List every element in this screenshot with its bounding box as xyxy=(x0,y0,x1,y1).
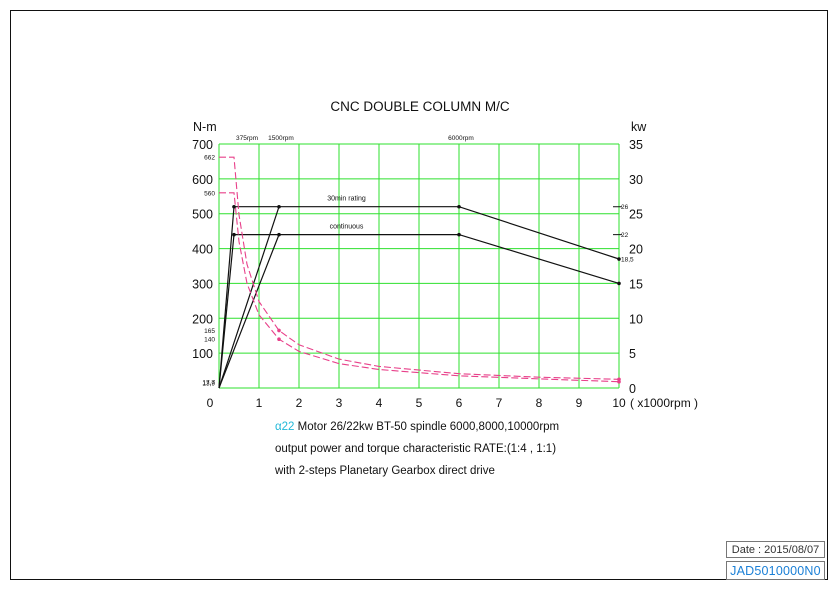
x-axis-label: ( x1000rpm ) xyxy=(630,396,698,410)
x-tick-label: 10 xyxy=(612,396,626,410)
power-ramp-line xyxy=(218,206,280,389)
left-y-tick-label: 300 xyxy=(192,277,213,291)
rpm-label: 6000rpm xyxy=(448,135,474,142)
rpm-label: 1500rpm xyxy=(268,135,294,142)
data-point-marker xyxy=(277,204,281,209)
power-curve-30min-rating xyxy=(218,206,620,389)
left-y-tick-label: 400 xyxy=(192,243,213,257)
x-tick-label: 6 xyxy=(456,396,463,410)
rpm-label: 375rpm xyxy=(236,135,258,142)
x-tick-label: 3 xyxy=(336,396,343,410)
x-tick-label: 1 xyxy=(256,396,263,410)
x-tick-label: 8 xyxy=(536,396,543,410)
power-ramp-line xyxy=(218,234,280,389)
left-small-value: 13,9 xyxy=(202,381,215,388)
x-tick-label: 7 xyxy=(496,396,503,410)
torque-curve xyxy=(219,192,620,383)
data-point-marker xyxy=(457,204,461,209)
right-y-tick-label: 30 xyxy=(629,173,643,187)
left-small-value: 165 xyxy=(204,328,215,335)
drawing-frame xyxy=(10,10,828,580)
right-axis-label: kw xyxy=(631,120,647,134)
data-point-marker xyxy=(617,257,621,261)
right-small-value: 26 xyxy=(621,204,629,211)
data-point-marker xyxy=(617,281,621,286)
right-y-tick-label: 20 xyxy=(629,243,643,257)
left-axis-label: N-m xyxy=(193,120,217,134)
right-y-tick-label: 25 xyxy=(629,208,643,222)
data-point-marker xyxy=(232,204,236,209)
left-y-tick-label: 200 xyxy=(192,312,213,326)
caption-line-1-text: Motor 26/22kw BT-50 spindle 6000,8000,10… xyxy=(294,421,560,433)
x-tick-label: 5 xyxy=(416,396,423,410)
left-y-tick-label: 500 xyxy=(192,208,213,222)
left-small-value: 140 xyxy=(204,337,215,344)
left-y-tick-label: 700 xyxy=(192,138,213,152)
caption-line-1: α22 Motor 26/22kw BT-50 spindle 6000,800… xyxy=(275,421,559,433)
right-y-tick-label: 5 xyxy=(629,347,636,361)
data-point-marker xyxy=(277,232,281,237)
left-y-tick-label: 600 xyxy=(192,173,213,187)
data-point-marker xyxy=(277,328,281,333)
caption-line-3: with 2-steps Planetary Gearbox direct dr… xyxy=(275,465,495,477)
left-small-value: 662 xyxy=(204,155,215,162)
data-point-marker xyxy=(457,232,461,237)
x-tick-label: 2 xyxy=(296,396,303,410)
left-y-tick-label: 100 xyxy=(192,347,213,361)
date-box: Date : 2015/08/07 xyxy=(726,541,825,558)
right-small-value: 22 xyxy=(621,232,629,239)
right-y-tick-label: 15 xyxy=(629,277,643,291)
x-tick-label: 0 xyxy=(207,396,214,410)
left-small-value: 17,7 xyxy=(202,379,215,386)
right-y-tick-label: 35 xyxy=(629,138,643,152)
series-label: 30min rating xyxy=(327,196,366,203)
document-number-box: JAD5010000N0 xyxy=(726,561,825,580)
chart-title: CNC DOUBLE COLUMN M/C xyxy=(330,99,510,114)
right-small-value: 18,5 xyxy=(621,257,634,264)
data-point-marker xyxy=(617,379,621,384)
motor-model-label: α22 xyxy=(275,421,295,433)
data-point-marker xyxy=(232,232,236,237)
right-y-tick-label: 10 xyxy=(629,312,643,326)
x-tick-label: 4 xyxy=(376,396,383,410)
series-label: continuous xyxy=(330,224,364,231)
torque-curve xyxy=(219,156,620,380)
right-y-tick-label: 0 xyxy=(629,382,636,396)
caption-line-2: output power and torque characteristic R… xyxy=(275,443,557,455)
power-curve-continuous xyxy=(218,234,620,389)
x-tick-label: 9 xyxy=(576,396,583,410)
left-small-value: 560 xyxy=(204,190,215,197)
data-point-marker xyxy=(277,337,281,342)
